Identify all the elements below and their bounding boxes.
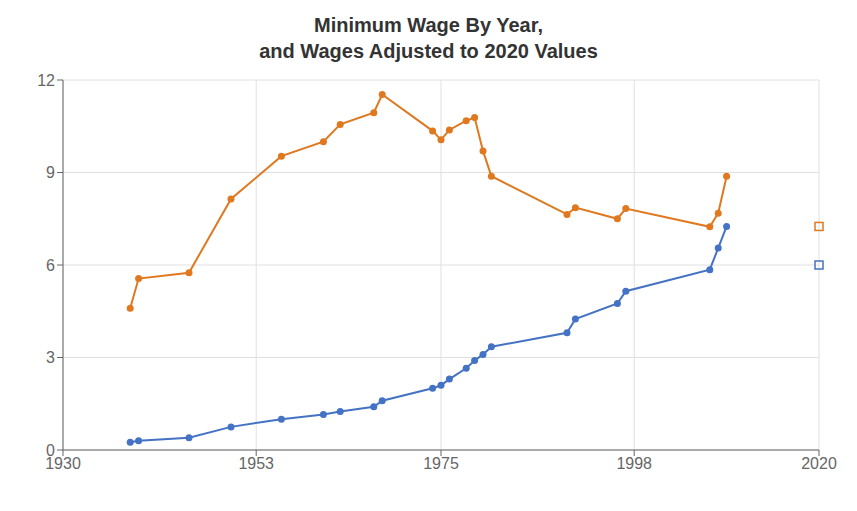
svg-text:1975: 1975 bbox=[423, 455, 459, 472]
svg-text:12: 12 bbox=[37, 72, 55, 89]
svg-text:6: 6 bbox=[46, 257, 55, 274]
html-text:Minimum Wage By Year, and Wage: Minimum Wage By Year, and Wages Adjusted… bbox=[259, 14, 598, 62]
svg-text:9: 9 bbox=[46, 164, 55, 181]
svg-text:3: 3 bbox=[46, 349, 55, 366]
svg-text:0: 0 bbox=[46, 442, 55, 459]
svg-text:1930: 1930 bbox=[45, 455, 81, 473]
svg-text:1953: 1953 bbox=[238, 455, 274, 472]
svg-text:1998: 1998 bbox=[616, 455, 652, 472]
svg-text:2020: 2020 bbox=[801, 455, 837, 472]
